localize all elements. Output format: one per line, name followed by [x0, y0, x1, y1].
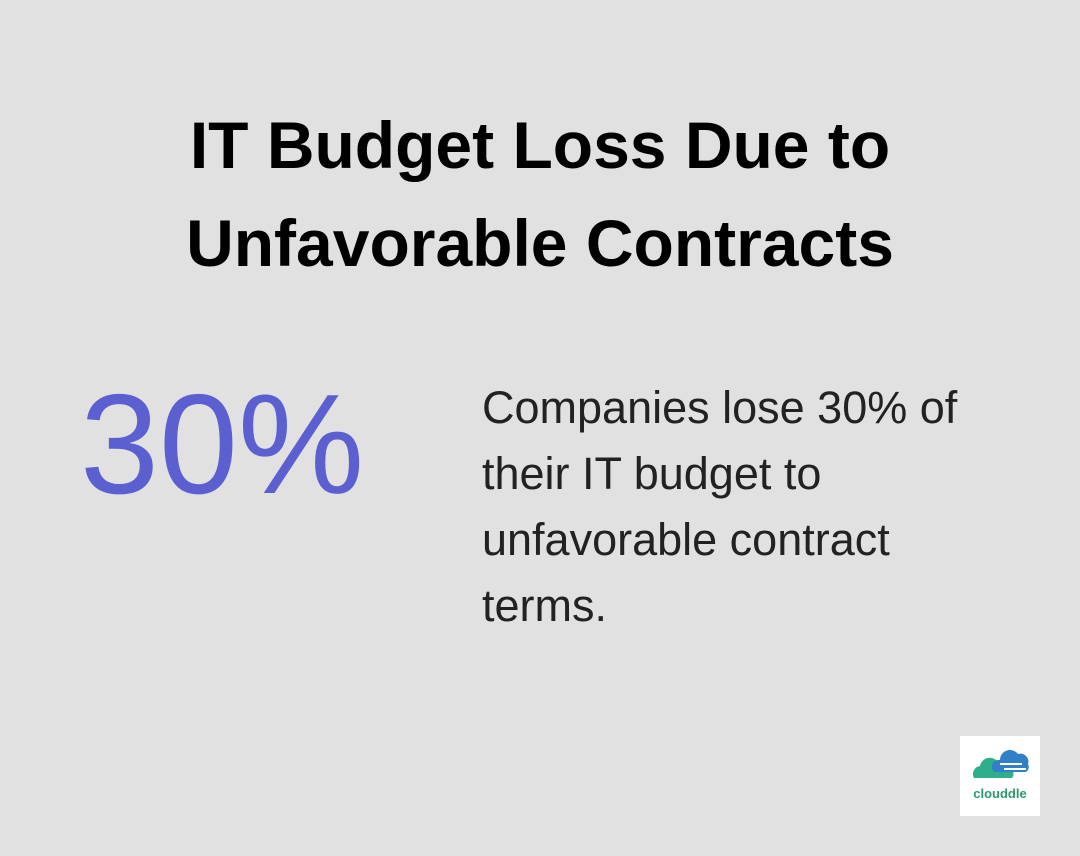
logo: clouddle [960, 736, 1040, 816]
logo-icon [972, 750, 1029, 778]
title: IT Budget Loss Due to Unfavorable Contra… [186, 108, 894, 280]
stat-value: 30% [80, 365, 365, 524]
stat-description: Companies lose 30% of their IT budget to… [482, 382, 958, 631]
logo-text: clouddle [973, 786, 1027, 801]
